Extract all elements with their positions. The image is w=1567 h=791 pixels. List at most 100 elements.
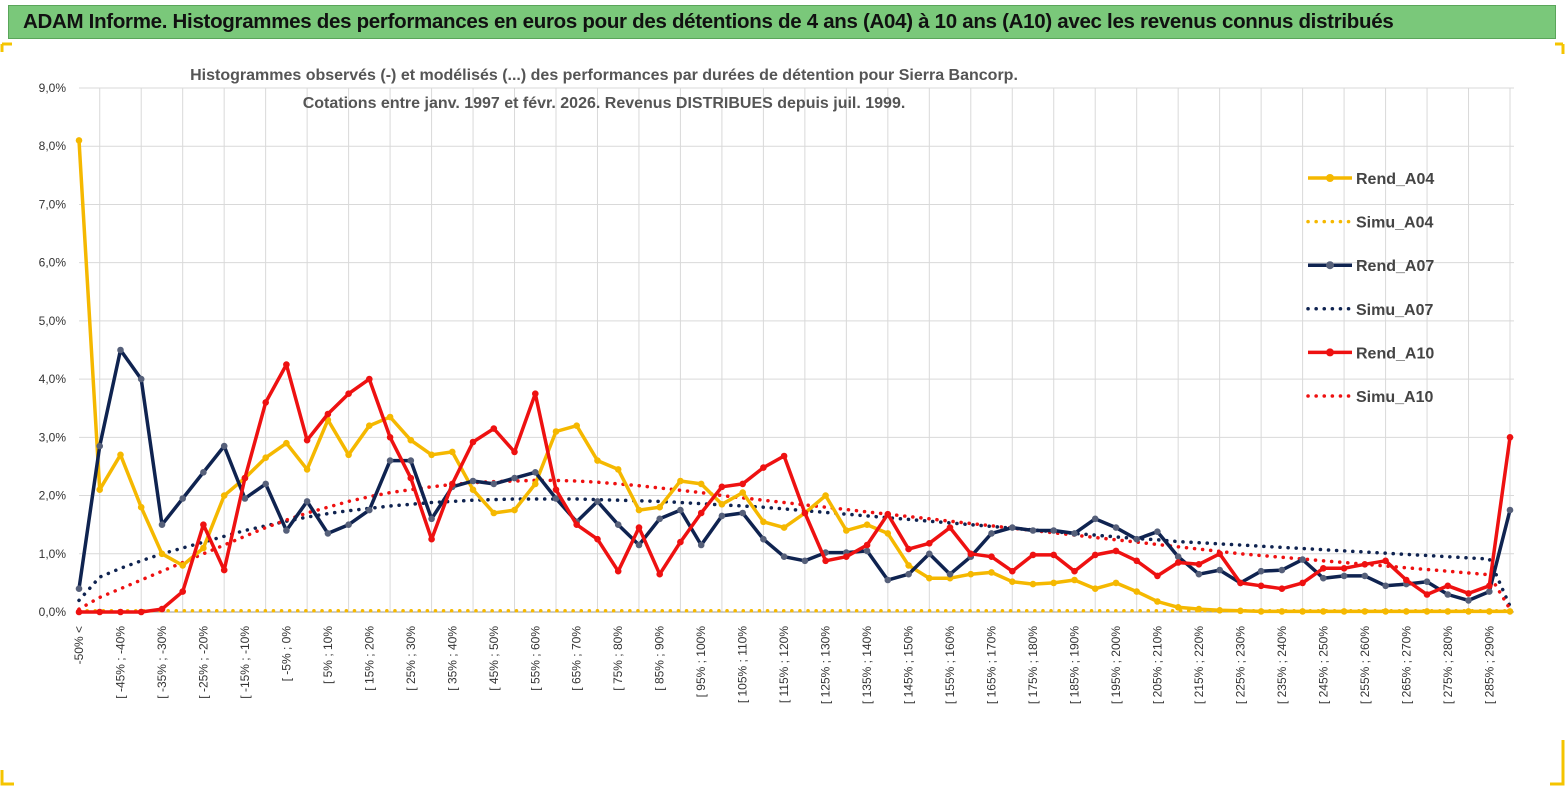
x-tick-label: [ -45% ; -40% — [113, 626, 127, 699]
series-rend_a10 — [75, 361, 1514, 616]
data-point — [1361, 572, 1369, 580]
data-point — [96, 442, 103, 450]
x-tick-label: [ 85% ; 90% — [653, 626, 667, 691]
data-point — [158, 605, 166, 613]
data-point — [386, 434, 394, 441]
data-point — [96, 608, 103, 616]
x-tick-label: [ 125% ; 130% — [819, 626, 833, 704]
data-point — [573, 422, 580, 430]
data-point — [1299, 579, 1306, 587]
data-point — [739, 480, 746, 488]
legend-label: Rend_A07 — [1356, 258, 1434, 275]
data-point — [1403, 608, 1410, 615]
x-tick-label: [ 35% ; 40% — [445, 626, 459, 691]
data-point — [635, 506, 643, 514]
data-point — [241, 474, 249, 482]
data-point — [1091, 515, 1099, 523]
data-point — [469, 486, 477, 494]
data-point — [926, 550, 933, 558]
x-tick-label: [ 155% ; 160% — [943, 626, 957, 704]
data-point — [532, 480, 539, 488]
legend-item-rend_a04: Rend_A04 — [1308, 171, 1434, 188]
data-point — [863, 547, 871, 555]
data-point — [988, 553, 995, 560]
legend-marker — [1326, 261, 1334, 270]
data-point — [822, 557, 829, 565]
data-point — [1506, 608, 1514, 615]
data-point — [179, 562, 186, 569]
legend-marker — [1326, 348, 1334, 357]
data-point — [801, 509, 809, 517]
x-tick-label: [ 165% ; 170% — [985, 626, 999, 704]
data-point — [1257, 582, 1265, 590]
y-tick-label: 3,0% — [39, 430, 67, 444]
legend-label: Simu_A04 — [1356, 215, 1433, 232]
data-point — [386, 413, 394, 421]
x-tick-label: [ 195% ; 200% — [1109, 626, 1123, 704]
data-point — [552, 428, 560, 435]
y-tick-label: 8,0% — [39, 139, 67, 153]
data-point — [1071, 567, 1078, 575]
data-point — [158, 521, 166, 528]
data-point — [1174, 553, 1182, 560]
data-point — [75, 137, 83, 144]
x-tick-label: [ 15% ; 20% — [362, 626, 376, 691]
data-point — [220, 566, 228, 574]
data-point — [449, 448, 456, 456]
data-point — [635, 541, 643, 549]
legend-label: Simu_A10 — [1356, 389, 1433, 406]
data-point — [200, 544, 207, 552]
data-point — [1112, 524, 1120, 531]
series-lines — [75, 137, 1514, 616]
data-point — [345, 521, 352, 528]
data-point — [345, 390, 352, 398]
data-point — [283, 527, 290, 534]
x-tick-label: [ -15% ; -10% — [238, 626, 252, 699]
x-tick-label: -50% < — [72, 626, 86, 664]
data-point — [366, 422, 373, 430]
data-point — [760, 518, 767, 526]
data-point — [677, 506, 684, 514]
data-point — [511, 448, 518, 456]
data-point — [843, 553, 850, 560]
data-point — [1444, 582, 1452, 590]
data-point — [801, 557, 809, 565]
data-point — [407, 436, 415, 444]
data-point — [1216, 566, 1223, 574]
y-tick-label: 7,0% — [39, 197, 67, 211]
y-tick-label: 2,0% — [39, 489, 67, 503]
x-tick-label: [ 75% ; 80% — [611, 626, 625, 691]
data-point — [614, 466, 622, 473]
data-point — [1320, 565, 1327, 572]
data-point — [780, 524, 788, 531]
legend-item-rend_a10: Rend_A10 — [1308, 345, 1434, 362]
y-tick-label: 4,0% — [39, 372, 67, 386]
data-point — [697, 480, 705, 488]
y-tick-label: 1,0% — [39, 547, 67, 561]
data-point — [1237, 607, 1244, 615]
legend-item-rend_a07: Rend_A07 — [1308, 258, 1434, 275]
legend-label: Simu_A07 — [1356, 302, 1433, 319]
data-point — [594, 498, 601, 505]
data-point — [594, 535, 601, 543]
series-line — [77, 478, 1512, 611]
x-tick-label: [ 185% ; 190% — [1067, 626, 1081, 704]
data-point — [1299, 608, 1306, 615]
data-point — [262, 454, 270, 462]
data-point — [1361, 608, 1369, 615]
data-point — [863, 521, 871, 528]
series-line — [77, 497, 1512, 608]
x-tick-label: [ -25% ; -20% — [196, 626, 210, 699]
data-point — [1071, 530, 1078, 537]
x-tick-label: [ 115% ; 120% — [777, 626, 791, 703]
data-point — [1071, 576, 1078, 584]
data-point — [1216, 607, 1223, 614]
data-point — [760, 535, 767, 543]
data-point — [656, 503, 663, 511]
data-point — [1091, 551, 1099, 559]
data-point — [137, 503, 145, 511]
data-point — [303, 466, 311, 473]
data-point — [1050, 579, 1057, 587]
